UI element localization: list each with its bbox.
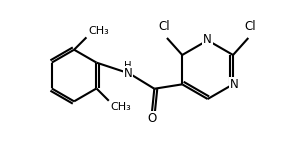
Text: N: N (124, 67, 132, 80)
Text: H: H (124, 61, 132, 71)
Text: CH₃: CH₃ (88, 26, 109, 36)
Text: Cl: Cl (245, 20, 256, 33)
Text: Cl: Cl (159, 20, 171, 33)
Text: N: N (203, 33, 212, 46)
Text: N: N (230, 78, 239, 91)
Text: CH₃: CH₃ (110, 102, 131, 112)
Text: O: O (147, 112, 157, 125)
